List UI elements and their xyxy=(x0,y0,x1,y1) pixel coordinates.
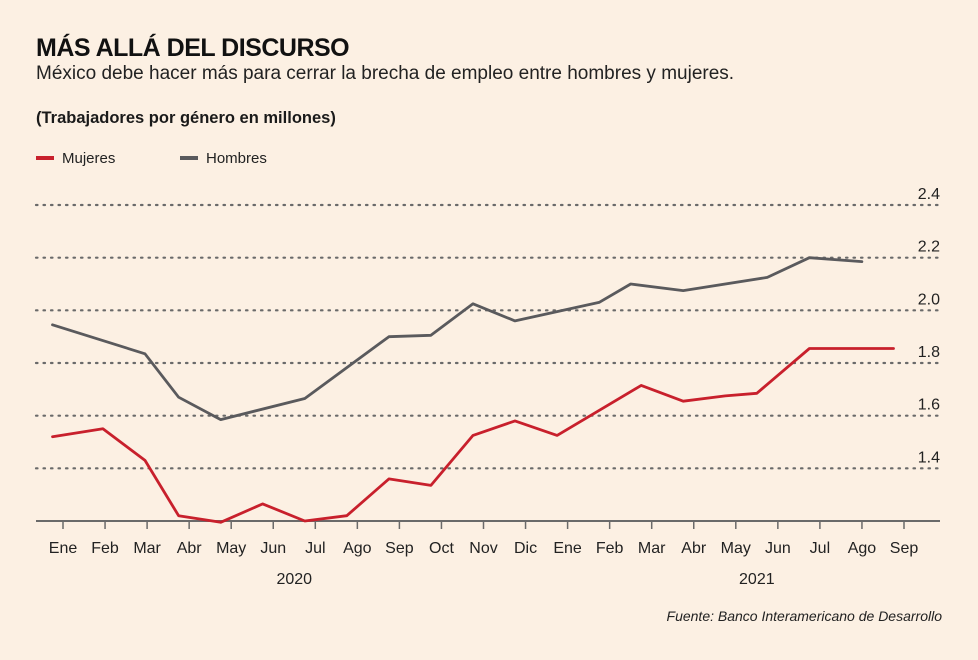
x-tick-label: Ene xyxy=(553,540,582,557)
x-tick-label: Mar xyxy=(638,540,666,557)
x-tick-label: May xyxy=(216,540,246,557)
y-tick-label: 2.0 xyxy=(918,291,940,308)
x-tick-label: Ago xyxy=(848,540,877,557)
legend-swatch-mujeres xyxy=(36,156,54,160)
x-tick-label: Sep xyxy=(385,540,414,557)
x-tick-label: Mar xyxy=(133,540,161,557)
x-tick-label: Jun xyxy=(260,540,286,557)
x-tick-label: Abr xyxy=(681,540,707,557)
x-tick-label: Ene xyxy=(49,540,78,557)
y-tick-label: 2.2 xyxy=(918,239,940,256)
x-tick-label: Jul xyxy=(305,540,325,557)
x-tick-label: May xyxy=(721,540,751,557)
y-tick-label: 1.4 xyxy=(918,449,940,466)
chart-title: MÁS ALLÁ DEL DISCURSO xyxy=(36,34,350,62)
x-tick-label: Jul xyxy=(810,540,830,557)
legend-item-hombres: Hombres xyxy=(180,149,267,167)
series-line-hombres xyxy=(51,256,864,421)
year-label: 2021 xyxy=(739,571,775,588)
legend-label-hombres: Hombres xyxy=(206,149,267,167)
x-tick-label: Oct xyxy=(429,540,454,557)
year-label: 2020 xyxy=(276,571,312,588)
x-tick-label: Dic xyxy=(514,540,537,557)
series-line-mujeres xyxy=(51,347,895,524)
x-tick-label: Jun xyxy=(765,540,791,557)
x-tick-label: Nov xyxy=(469,540,497,557)
unit-label: (Trabajadores por género en millones) xyxy=(36,109,336,127)
y-tick-label: 1.6 xyxy=(918,397,940,414)
x-tick-label: Feb xyxy=(596,540,624,557)
x-tick-label: Ago xyxy=(343,540,372,557)
y-tick-label: 1.8 xyxy=(918,344,940,361)
x-tick-label: Sep xyxy=(890,540,919,557)
legend-swatch-hombres xyxy=(180,156,198,160)
legend-label-mujeres: Mujeres xyxy=(62,149,116,167)
chart-subtitle: México debe hacer más para cerrar la bre… xyxy=(36,63,735,84)
x-tick-label: Abr xyxy=(177,540,203,557)
y-tick-label: 2.4 xyxy=(918,186,940,203)
x-tick-label: Feb xyxy=(91,540,119,557)
legend-item-mujeres: Mujeres xyxy=(36,149,115,167)
source-note: Fuente: Banco Interamericano de Desarrol… xyxy=(666,608,942,624)
